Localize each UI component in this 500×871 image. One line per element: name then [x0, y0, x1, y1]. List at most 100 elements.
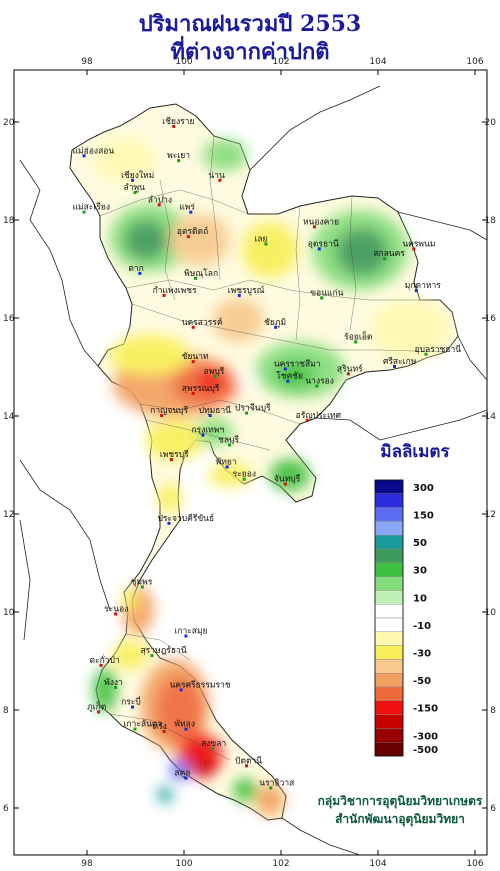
legend-swatch [374, 604, 404, 619]
legend-swatch [374, 617, 404, 633]
station-marker [189, 210, 193, 214]
station-marker [82, 154, 86, 158]
station-marker [283, 367, 287, 371]
province-label: เพชรบุรี [160, 449, 189, 460]
lat-tick-label: 14 [485, 412, 497, 422]
station-marker [414, 289, 418, 293]
lat-tick-label: 8 [3, 706, 9, 716]
station-marker [412, 247, 416, 251]
province-label: หนองคาย [303, 217, 339, 227]
station-marker [264, 242, 268, 246]
station-marker [140, 585, 144, 589]
province-label: นครศรีธรรมราช [170, 679, 231, 690]
province-label: อุตรดิตถ์ [177, 226, 208, 237]
station-marker [179, 688, 183, 692]
station-marker [131, 705, 135, 709]
province-label: นครราชสีมา [274, 358, 321, 369]
station-marker [114, 685, 118, 689]
lat-tick-label: 6 [3, 804, 9, 814]
province-label: ขอนแก่น [310, 288, 343, 298]
legend-label: 300 [413, 483, 434, 494]
lat-tick-label: 12 [3, 510, 14, 520]
lat-tick-label: 16 [485, 314, 497, 324]
legend-swatch [374, 521, 404, 536]
province-label: ลำพูน [124, 183, 146, 193]
province-label: เพชรบูรณ์ [228, 285, 265, 296]
station-marker [133, 727, 137, 731]
station-marker [225, 465, 229, 469]
lat-tick-label: 18 [3, 216, 15, 226]
station-marker [354, 340, 358, 344]
station-marker [133, 191, 137, 195]
province-label: แพร่ [179, 203, 195, 213]
map-title: ปริมาณฝนรวมปี 2553 [138, 11, 362, 37]
province-label: ระนอง [104, 604, 128, 614]
station-marker [194, 276, 198, 280]
rainfall-anomaly-field [93, 138, 450, 816]
province-label: พัทลุง [174, 720, 195, 730]
province-label: พังงา [104, 678, 123, 688]
province-label: กรุงเทพฯ [191, 426, 224, 436]
legend-label: 10 [413, 593, 427, 604]
station-marker [114, 612, 118, 616]
province-label: สุราษฎร์ธานี [140, 645, 186, 656]
lon-tick-label: 100 [175, 57, 192, 67]
lat-tick-label: 14 [3, 412, 15, 422]
province-label: เชียงราย [162, 116, 194, 127]
lon-tick-label: 100 [175, 859, 192, 869]
legend-label: -150 [413, 704, 438, 715]
station-marker [315, 384, 319, 388]
province-label: ศรีสะเกษ [383, 356, 417, 367]
province-label: สุพรรณบุรี [182, 383, 220, 394]
legend-swatch [374, 590, 404, 605]
station-marker [82, 210, 86, 214]
station-marker [167, 521, 171, 525]
province-label: ชัยภูมิ [264, 318, 286, 328]
province-label: ชลบุรี [218, 434, 239, 445]
station-marker [177, 159, 181, 163]
station-marker [97, 710, 101, 714]
legend-label: -50 [413, 676, 431, 687]
station-marker [184, 776, 188, 780]
station-marker [213, 374, 217, 378]
legend-label: -500 [413, 745, 438, 756]
station-marker [218, 178, 222, 182]
station-marker [245, 764, 249, 768]
legend-swatch [374, 562, 404, 577]
lat-tick-label: 10 [3, 608, 15, 618]
station-marker [191, 391, 195, 395]
legend-label: -300 [413, 731, 438, 742]
province-label: ปราจีนบุรี [235, 403, 271, 414]
province-label: นราธิวาส [259, 778, 295, 788]
station-marker [186, 235, 190, 239]
legend-unit-label: มิลลิเมตร [380, 442, 450, 462]
legend-swatch [374, 673, 404, 688]
lon-tick-label: 102 [272, 57, 289, 67]
map-subtitle: ที่ต่างจากค่าปกติ [170, 39, 330, 65]
station-marker [211, 747, 215, 751]
station-marker [184, 634, 188, 638]
station-marker [242, 477, 246, 481]
province-label: ตรัง [153, 722, 167, 732]
station-marker [424, 352, 428, 356]
province-label: ปทุมธานี [199, 405, 232, 416]
legend-swatch [374, 507, 404, 522]
province-label: อรัญประเทศ [296, 411, 342, 421]
station-marker [150, 654, 154, 658]
station-marker [383, 257, 387, 261]
neighbor-borders [19, 85, 487, 855]
lon-tick-label: 106 [466, 859, 483, 869]
province-label: สกลนคร [373, 249, 405, 259]
lon-tick-label: 98 [81, 859, 93, 869]
province-label: นครพนม [402, 239, 435, 249]
lon-tick-label: 106 [466, 57, 483, 67]
lat-tick-label: 10 [485, 608, 497, 618]
legend-swatch [374, 700, 404, 715]
station-marker [269, 786, 273, 790]
lat-tick-label: 18 [485, 216, 497, 226]
province-label: เชียงใหม่ [121, 170, 154, 181]
lat-tick-label: 8 [490, 706, 496, 716]
station-marker [162, 730, 166, 734]
